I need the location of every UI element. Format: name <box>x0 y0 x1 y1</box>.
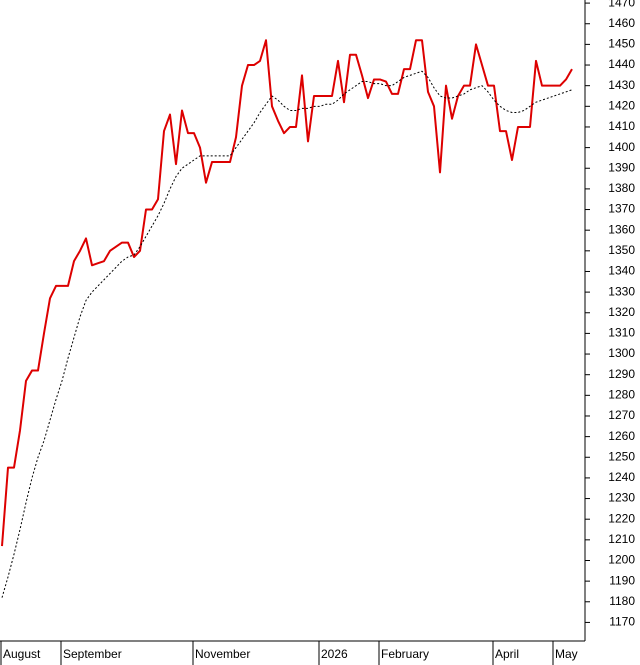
y-tick-label: 1220 <box>608 511 635 525</box>
y-tick-label: 1190 <box>609 573 635 587</box>
y-tick-label: 1200 <box>608 553 635 567</box>
y-tick-label: 1360 <box>608 222 635 236</box>
y-tick-label: 1310 <box>608 326 635 340</box>
y-tick-label: 1450 <box>608 37 635 51</box>
x-tick-label: September <box>63 647 122 661</box>
y-tick-label: 1350 <box>608 243 635 257</box>
y-tick-label: 1260 <box>608 429 635 443</box>
x-tick-label: November <box>195 647 250 661</box>
y-tick-label: 1170 <box>609 615 635 629</box>
y-tick-label: 1180 <box>609 594 635 608</box>
y-tick-label: 1440 <box>608 57 635 71</box>
x-tick-label: April <box>495 647 519 661</box>
y-tick-label: 1420 <box>608 98 635 112</box>
y-tick-label: 1250 <box>608 449 635 463</box>
y-tick-label: 1380 <box>608 181 635 195</box>
x-tick-label: 2026 <box>321 647 348 661</box>
y-tick-label: 1210 <box>608 532 635 546</box>
x-tick-label: May <box>555 647 578 661</box>
y-tick-label: 1430 <box>608 78 635 92</box>
y-tick-label: 1270 <box>608 408 635 422</box>
y-tick-label: 1320 <box>608 305 635 319</box>
y-tick-label: 1340 <box>608 264 635 278</box>
x-tick-label: February <box>381 647 429 661</box>
line-series <box>1 39 573 547</box>
y-tick-label: 1330 <box>608 284 635 298</box>
y-tick-label: 1410 <box>608 119 635 133</box>
y-tick-label: 1240 <box>608 470 635 484</box>
y-tick-label: 1230 <box>608 491 635 505</box>
y-tick-label: 1370 <box>608 202 635 216</box>
y-tick-label: 1280 <box>608 388 635 402</box>
y-tick-label: 1470 <box>608 0 635 9</box>
y-tick-label: 1400 <box>608 140 635 154</box>
x-tick-label: August <box>3 647 41 661</box>
y-tick-label: 1290 <box>608 367 635 381</box>
y-tick-label: 1390 <box>608 160 635 174</box>
line-series <box>1 70 573 598</box>
y-tick-label: 1460 <box>608 16 635 30</box>
y-tick-label: 1300 <box>608 346 635 360</box>
